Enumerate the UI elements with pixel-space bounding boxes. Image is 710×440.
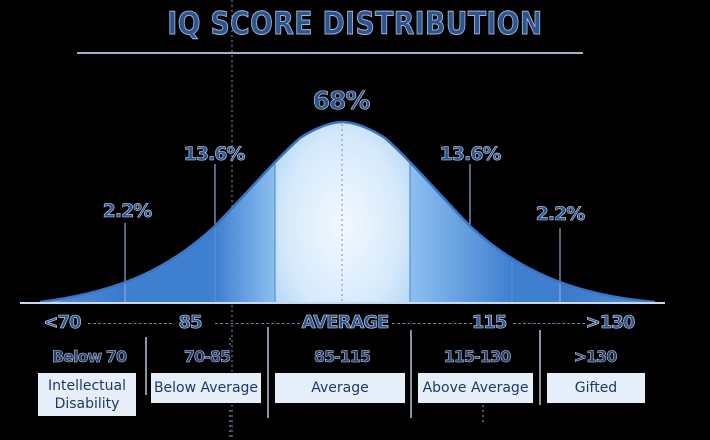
category-dotted-guides xyxy=(229,338,484,440)
axis-dash xyxy=(392,323,472,324)
dotted-guides xyxy=(231,0,471,440)
title-underline xyxy=(77,52,583,54)
category-below-average: Below Average xyxy=(151,373,261,403)
pct-left-outer: 2.2% xyxy=(102,200,152,223)
axis-label-gt130: >130 xyxy=(585,312,635,334)
category-above-average: Above Average xyxy=(418,373,533,403)
axis-dash xyxy=(215,323,300,324)
category-intellectual-disability: Intellectual Disability xyxy=(38,373,136,416)
segment-dividers xyxy=(214,161,513,303)
axis-dash xyxy=(513,323,585,324)
axis-dash xyxy=(88,323,172,324)
pct-center-68: 68% xyxy=(312,86,370,116)
range-70-85: 70-85 xyxy=(183,347,232,367)
pct-left-inner: 13.6% xyxy=(183,143,246,166)
category-separators xyxy=(145,327,541,418)
annotation-leaders xyxy=(124,164,561,303)
axis-label-85: 85 xyxy=(178,312,203,334)
category-gifted: Gifted xyxy=(547,373,645,403)
range-115-130: 115-130 xyxy=(443,347,512,367)
chart-title: IQ SCORE DISTRIBUTION xyxy=(167,6,543,43)
range-85-115: 85-115 xyxy=(313,347,372,367)
pct-right-inner: 13.6% xyxy=(439,143,502,166)
bell-curve-line xyxy=(39,120,656,304)
range-gt130: >130 xyxy=(573,347,617,367)
range-below-70: Below 70 xyxy=(51,347,128,367)
axis-label-115: 115 xyxy=(471,312,507,334)
axis-label-average: AVERAGE xyxy=(301,312,389,334)
axis-label-lt70: <70 xyxy=(43,312,82,334)
pct-right-outer: 2.2% xyxy=(535,203,585,226)
category-average: Average xyxy=(275,373,405,403)
